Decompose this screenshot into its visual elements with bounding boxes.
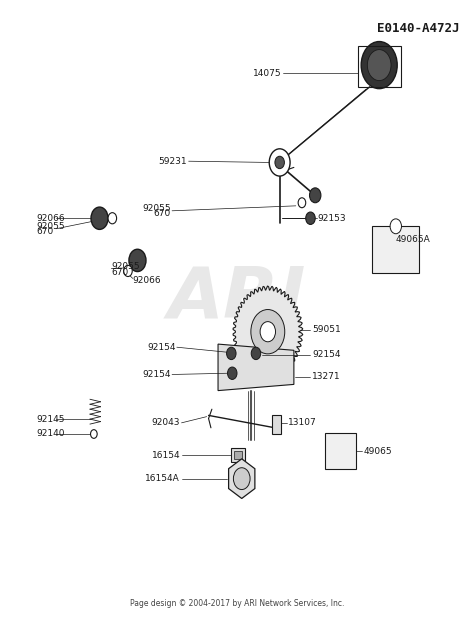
Text: 92066: 92066	[133, 277, 161, 285]
Circle shape	[124, 265, 132, 277]
Text: 16154: 16154	[152, 451, 180, 459]
Text: 13271: 13271	[312, 373, 340, 381]
Text: 92154: 92154	[147, 343, 175, 352]
Text: 670: 670	[154, 210, 171, 218]
Text: 59231: 59231	[159, 157, 187, 166]
Circle shape	[260, 322, 275, 342]
Circle shape	[310, 188, 321, 203]
Circle shape	[306, 212, 315, 224]
Text: ARI: ARI	[168, 263, 306, 332]
Bar	[358, 46, 401, 87]
Circle shape	[367, 50, 391, 81]
Circle shape	[390, 219, 401, 234]
Text: 670: 670	[36, 228, 54, 236]
Bar	[234, 451, 242, 459]
Polygon shape	[228, 459, 255, 498]
Text: 49065A: 49065A	[396, 235, 430, 244]
Text: 16154A: 16154A	[146, 474, 180, 483]
Text: Page design © 2004-2017 by ARI Network Services, Inc.: Page design © 2004-2017 by ARI Network S…	[130, 598, 344, 608]
Text: 92145: 92145	[36, 415, 65, 423]
Circle shape	[129, 249, 146, 272]
Text: 92043: 92043	[152, 418, 180, 427]
Text: 92066: 92066	[36, 214, 65, 223]
Circle shape	[298, 198, 306, 208]
Circle shape	[227, 347, 236, 360]
Text: 92055: 92055	[111, 262, 140, 271]
Polygon shape	[218, 344, 294, 391]
Circle shape	[91, 430, 97, 438]
Bar	[272, 415, 281, 434]
Circle shape	[251, 347, 261, 360]
Bar	[231, 448, 245, 462]
Text: E0140-A472J: E0140-A472J	[377, 22, 460, 35]
Text: 92153: 92153	[318, 214, 346, 223]
Polygon shape	[233, 286, 303, 378]
Text: 670: 670	[111, 268, 128, 277]
Circle shape	[91, 207, 108, 229]
Circle shape	[228, 367, 237, 379]
Text: 92154: 92154	[142, 370, 171, 379]
Bar	[372, 226, 419, 273]
Text: 92055: 92055	[36, 222, 65, 231]
Bar	[325, 433, 356, 469]
Text: 14075: 14075	[254, 69, 282, 78]
Text: 59051: 59051	[312, 326, 341, 334]
Circle shape	[108, 213, 117, 224]
Circle shape	[233, 467, 250, 490]
Text: 92154: 92154	[312, 350, 340, 359]
Circle shape	[361, 42, 397, 89]
Circle shape	[269, 149, 290, 176]
Text: 13107: 13107	[288, 418, 317, 427]
Circle shape	[251, 309, 285, 354]
Text: 92140: 92140	[36, 430, 65, 438]
Text: 92055: 92055	[142, 204, 171, 213]
Text: 49065: 49065	[364, 447, 392, 456]
Circle shape	[275, 156, 284, 169]
